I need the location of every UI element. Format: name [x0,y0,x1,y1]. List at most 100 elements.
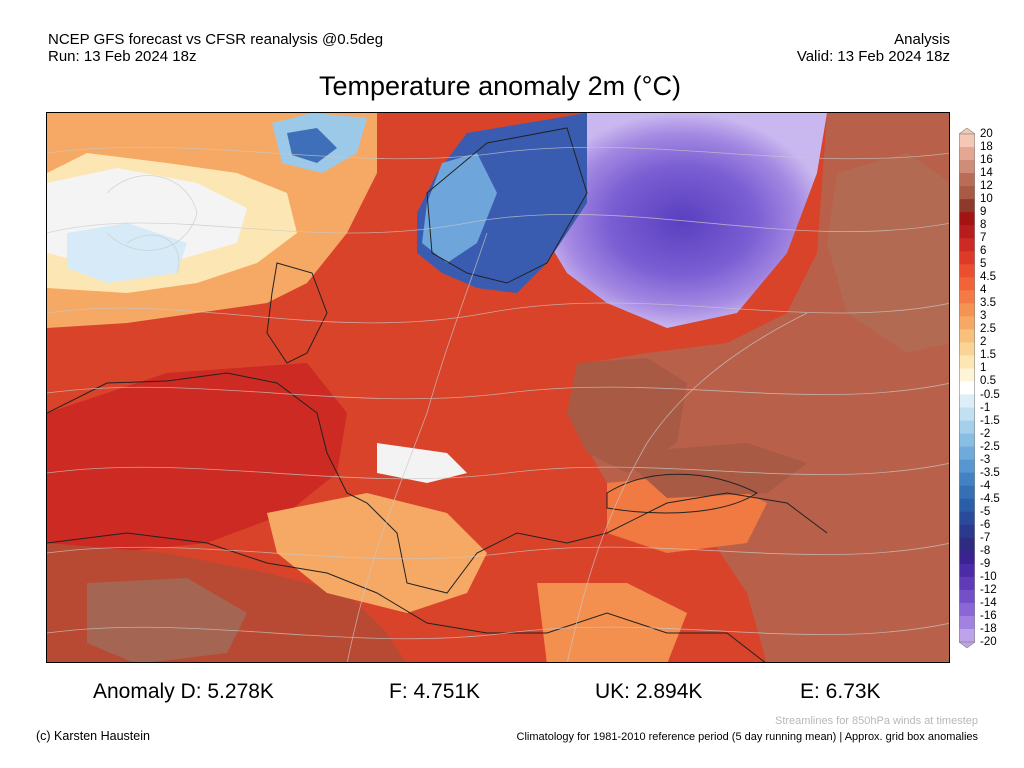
black-sea-outline [606,473,758,514]
colorbar-swatch [959,498,975,513]
scandinavia-outline [426,127,588,284]
colorbar-swatch [959,329,975,343]
colorbar-swatch [959,628,975,643]
colorbar-tick-label: -4 [980,479,991,492]
colorbar-top-arrow [959,128,975,135]
colorbar-tick-label: -14 [980,596,997,609]
colorbar-swatch [959,355,975,369]
colorbar-tick-label: 14 [980,167,993,180]
colorbar-swatch [959,511,975,526]
colorbar-swatch [959,238,975,252]
header-right: Analysis Valid: 13 Feb 2024 18z [797,31,950,65]
colorbar-tick-label: 4.5 [980,271,996,284]
anomaly-spain: E: 6.73K [800,680,881,703]
colorbar-tick-label: 7 [980,232,987,245]
ukraine-warm-patch [567,358,687,473]
colorbar-tick-label: -9 [980,557,991,570]
colorbar-tick-label: 1 [980,362,987,375]
colorbar-tick-label: 9 [980,206,987,219]
colorbar-tick-label: -0.5 [980,388,1000,401]
colorbar-tick-label: -10 [980,570,997,583]
north-africa-brown [87,578,247,662]
colorbar-swatch [959,446,975,461]
mediterranean-mild [267,493,487,613]
colorbar-swatch [959,524,975,539]
colorbar-swatch [959,147,975,161]
colorbar-swatch [959,199,975,213]
colorbar-tick-label: -4.5 [980,492,1000,505]
norway-coast-cool [422,153,497,263]
alps-neutral [377,443,467,483]
colorbar-tick-label: -16 [980,609,997,622]
climatology-note: Climatology for 1981-2010 reference peri… [516,731,978,743]
colorbar-tick-label: 1.5 [980,349,996,362]
colorbar-swatch [959,316,975,330]
colorbar-swatch [959,160,975,174]
colorbar-tick-labels: 20 18 16 14 12 10 9 8 7 6 5 4.5 4 3.5 3 2.5 2 1.5 1 0.5 -0.5… [980,128,1024,648]
colorbar-swatch [959,290,975,304]
colorbar-swatch [959,342,975,356]
atlantic-cool-patch [67,223,187,283]
anomaly-uk: UK: 2.894K [595,680,703,703]
colorbar-swatch [959,615,975,630]
colorbar-swatch [959,433,975,448]
colorbar [959,128,975,648]
colorbar-swatch [959,225,975,239]
colorbar-swatch [959,472,975,487]
colorbar-swatch [959,381,975,396]
colorbar-tick-label: -1 [980,401,991,414]
colorbar-swatch [959,394,975,409]
colorbar-swatch [959,407,975,422]
colorbar-tick-label: -7 [980,531,991,544]
map-canvas [47,113,949,662]
east-med-mild [537,583,687,662]
colorbar-swatch [959,173,975,187]
colorbar-swatch [959,589,975,604]
copyright: (c) Karsten Haustein [36,729,150,743]
colorbar-bottom-arrow [959,641,975,648]
model-description: NCEP GFS forecast vs CFSR reanalysis @0.… [48,31,384,48]
ural-warm-patch [827,153,949,353]
colorbar-swatch [959,563,975,578]
colorbar-tick-label: 4 [980,284,987,297]
colorbar-swatch [959,264,975,278]
colorbar-swatch [959,550,975,565]
anomaly-france: F: 4.751K [389,680,481,703]
colorbar-swatch [959,602,975,617]
colorbar-tick-label: 3 [980,310,987,323]
colorbar-tick-label: 18 [980,141,993,154]
country-anomalies: Anomaly D: 5.278K F: 4.751K UK: 2.894K E… [0,680,1024,708]
colorbar-tick-label: -1.5 [980,414,1000,427]
colorbar-swatch [959,134,975,148]
colorbar-swatch [959,212,975,226]
colorbar-tick-label: -3 [980,453,991,466]
iceland-cold-core [287,128,337,163]
colorbar-swatch [959,277,975,291]
colorbar-swatch [959,186,975,200]
colorbar-tick-label: -12 [980,583,997,596]
colorbar-tick-label: -6 [980,518,991,531]
run-time: Run: 13 Feb 2024 18z [48,48,197,65]
colorbar-tick-label: 3.5 [980,297,996,310]
colorbar-tick-label: 10 [980,193,993,206]
colorbar-tick-label: -18 [980,622,997,635]
streamlines [47,146,949,662]
colorbar-tick-label: 2 [980,336,987,349]
colorbar-tick-label: -5 [980,505,991,518]
analysis-label: Analysis [894,31,950,48]
colorbar-tick-label: 2.5 [980,323,996,336]
colorbar-tick-label: 12 [980,180,993,193]
anomaly-map [46,112,950,663]
colorbar-frame [959,133,975,643]
colorbar-tick-label: 16 [980,154,993,167]
colorbar-swatch [959,537,975,552]
iberia-warm-zone [47,363,347,553]
colorbar-tick-label: 8 [980,219,987,232]
colorbar-swatch [959,251,975,265]
colorbar-tick-label: 5 [980,258,987,271]
map-title: Temperature anomaly 2m (°C) [319,71,681,101]
colorbar-tick-label: -2.5 [980,440,1000,453]
british-isles-outline [266,262,328,364]
colorbar-tick-label: -3.5 [980,466,1000,479]
colorbar-tick-label: 6 [980,245,987,258]
